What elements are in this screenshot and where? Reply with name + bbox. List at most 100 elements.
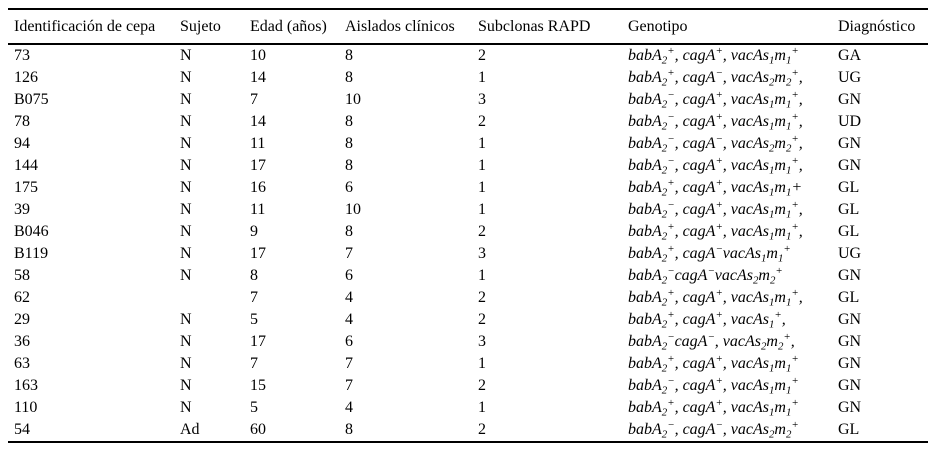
table-row: 78 N 14 8 2 babA2−, cagA+, vacAs1m1+, UD <box>8 111 928 133</box>
cell-strain-id: B075 <box>14 91 49 108</box>
cell-age: 15 <box>250 377 266 394</box>
cell-strain-id: 94 <box>14 135 30 152</box>
cell-clinical-isolates: 7 <box>345 245 353 262</box>
cell-genotype: babA2+, cagA−vacAs1m1+ <box>628 243 791 265</box>
column-header-rapd-subclones: Subclonas RAPD <box>472 9 622 45</box>
column-header-clinical-isolates: Aislados clínicos <box>339 9 472 45</box>
cell-strain-id: 73 <box>14 47 30 64</box>
cell-diagnosis: GN <box>838 157 862 174</box>
cell-strain-id: 110 <box>14 399 38 416</box>
cell-genotype: babA2−, cagA+, vacAs1m1+, <box>628 155 803 177</box>
table-row: 175 N 16 6 1 babA2+, cagA+, vacAs1m1+ GL <box>8 177 928 199</box>
cell-subject: N <box>180 179 192 196</box>
cell-strain-id: 29 <box>14 311 30 328</box>
table-row: 36 N 17 6 3 babA2−cagA−, vacAs2m2+, GN <box>8 331 928 353</box>
cell-clinical-isolates: 8 <box>345 157 353 174</box>
cell-strain-id: 63 <box>14 355 30 372</box>
cell-rapd-subclones: 3 <box>478 91 486 108</box>
cell-subject: N <box>180 245 192 262</box>
cell-subject: N <box>180 113 192 130</box>
cell-diagnosis: GL <box>838 421 860 438</box>
table-row: 39 N 11 10 1 babA2−, cagA+, vacAs1m1+, G… <box>8 199 928 221</box>
cell-clinical-isolates: 8 <box>345 69 353 86</box>
cell-age: 11 <box>250 135 266 152</box>
cell-clinical-isolates: 7 <box>345 355 353 372</box>
cell-age: 7 <box>250 289 258 306</box>
cell-genotype: babA2+, cagA+, vacAs1m1+, <box>628 287 803 309</box>
cell-subject: Ad <box>180 421 200 438</box>
cell-clinical-isolates: 6 <box>345 267 353 284</box>
table-row: B075 N 7 10 3 babA2−, cagA+, vacAs1m1+, … <box>8 89 928 111</box>
cell-strain-id: 78 <box>14 113 30 130</box>
cell-subject: N <box>180 223 192 240</box>
cell-age: 5 <box>250 311 258 328</box>
cell-subject: N <box>180 311 192 328</box>
cell-diagnosis: UD <box>838 113 862 130</box>
cell-diagnosis: GL <box>838 223 860 240</box>
cell-strain-id: 175 <box>14 179 38 196</box>
cell-age: 8 <box>250 267 258 284</box>
cell-clinical-isolates: 4 <box>345 289 353 306</box>
cell-genotype: babA2−, cagA+, vacAs1m1+, <box>628 89 803 111</box>
cell-subject: N <box>180 377 192 394</box>
cell-genotype: babA2−, cagA−, vacAs2m2+ <box>628 419 799 441</box>
cell-age: 17 <box>250 333 266 350</box>
cell-genotype: babA2+, cagA−, vacAs2m2+, <box>628 67 803 89</box>
cell-genotype: babA2−, cagA+, vacAs1m1+, <box>628 111 803 133</box>
cell-strain-id: 39 <box>14 201 30 218</box>
column-header-age: Edad (años) <box>244 9 339 45</box>
cell-diagnosis: GN <box>838 267 862 284</box>
cell-clinical-isolates: 8 <box>345 223 353 240</box>
cell-subject: N <box>180 135 192 152</box>
cell-genotype: babA2−cagA−vacAs2m2+ <box>628 265 783 287</box>
cell-clinical-isolates: 8 <box>345 113 353 130</box>
table-row: 58 N 8 6 1 babA2−cagA−vacAs2m2+ GN <box>8 265 928 287</box>
cell-rapd-subclones: 1 <box>478 267 486 284</box>
cell-strain-id: 58 <box>14 267 30 284</box>
column-header-strain-id: Identificación de cepa <box>8 9 174 45</box>
cell-age: 7 <box>250 91 258 108</box>
cell-genotype: babA2+, cagA+, vacAs1+, <box>628 309 786 331</box>
cell-diagnosis: UG <box>838 69 862 86</box>
cell-subject: N <box>180 47 192 64</box>
table-row: 94 N 11 8 1 babA2−, cagA−, vacAs2m2+, GN <box>8 133 928 155</box>
cell-subject: N <box>180 333 192 350</box>
cell-rapd-subclones: 1 <box>478 201 486 218</box>
cell-subject: N <box>180 267 192 284</box>
cell-diagnosis: GL <box>838 179 860 196</box>
cell-subject: N <box>180 355 192 372</box>
cell-age: 14 <box>250 113 266 130</box>
table-row: 110 N 5 4 1 babA2+, cagA+, vacAs1m1+ GN <box>8 397 928 419</box>
cell-rapd-subclones: 1 <box>478 157 486 174</box>
header-row: Identificación de cepa Sujeto Edad (años… <box>8 9 928 45</box>
cell-rapd-subclones: 1 <box>478 135 486 152</box>
strain-table: Identificación de cepa Sujeto Edad (años… <box>8 8 928 443</box>
cell-rapd-subclones: 2 <box>478 311 486 328</box>
cell-subject: N <box>180 399 192 416</box>
cell-clinical-isolates: 4 <box>345 399 353 416</box>
cell-rapd-subclones: 1 <box>478 179 486 196</box>
cell-genotype: babA2+, cagA+, vacAs1m1+ <box>628 177 803 199</box>
cell-strain-id: B119 <box>14 245 49 262</box>
cell-subject: N <box>180 69 192 86</box>
column-header-subject: Sujeto <box>174 9 244 45</box>
cell-clinical-isolates: 7 <box>345 377 353 394</box>
cell-subject: N <box>180 91 192 108</box>
cell-strain-id: 144 <box>14 157 38 174</box>
cell-strain-id: 62 <box>14 289 30 306</box>
table-row: 163 N 15 7 2 babA2−, cagA+, vacAs1m1+ GN <box>8 375 928 397</box>
cell-age: 5 <box>250 399 258 416</box>
cell-age: 16 <box>250 179 266 196</box>
cell-clinical-isolates: 8 <box>345 421 353 438</box>
cell-rapd-subclones: 2 <box>478 113 486 130</box>
cell-rapd-subclones: 3 <box>478 245 486 262</box>
cell-clinical-isolates: 10 <box>345 91 361 108</box>
cell-diagnosis: GN <box>838 399 862 416</box>
cell-subject <box>174 287 244 309</box>
cell-rapd-subclones: 2 <box>478 421 486 438</box>
cell-rapd-subclones: 1 <box>478 69 486 86</box>
table-body: 73 N 10 8 2 babA2+, cagA+, vacAs1m1+ GA … <box>8 44 928 442</box>
cell-age: 9 <box>250 223 258 240</box>
cell-clinical-isolates: 6 <box>345 333 353 350</box>
cell-clinical-isolates: 4 <box>345 311 353 328</box>
